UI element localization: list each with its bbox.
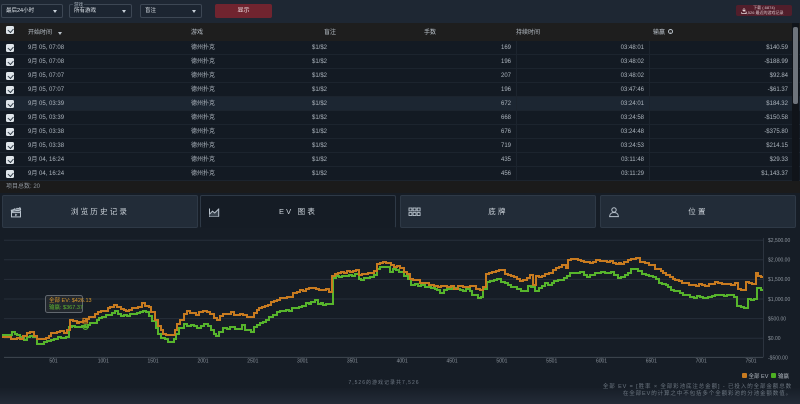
- svg-text:501: 501: [49, 359, 58, 365]
- svg-text:4501: 4501: [447, 359, 458, 365]
- svg-text:7501: 7501: [745, 359, 756, 365]
- svg-text:5501: 5501: [546, 359, 557, 365]
- svg-text:3001: 3001: [297, 359, 308, 365]
- svg-text:2001: 2001: [197, 359, 208, 365]
- svg-text:6001: 6001: [596, 359, 607, 365]
- svg-text:7001: 7001: [696, 359, 707, 365]
- svg-text:$2,500.00: $2,500.00: [768, 238, 790, 244]
- svg-text:$0.00: $0.00: [768, 336, 781, 342]
- svg-text:$1,500.00: $1,500.00: [768, 277, 790, 283]
- svg-text:$2,000.00: $2,000.00: [768, 258, 790, 264]
- svg-text:-$500.00: -$500.00: [768, 356, 788, 362]
- svg-text:6501: 6501: [646, 359, 657, 365]
- svg-text:$1,000.00: $1,000.00: [768, 297, 790, 303]
- svg-text:$500.00: $500.00: [768, 316, 786, 322]
- svg-text:1501: 1501: [148, 359, 159, 365]
- svg-text:4001: 4001: [397, 359, 408, 365]
- svg-text:1001: 1001: [98, 359, 109, 365]
- svg-text:3501: 3501: [347, 359, 358, 365]
- svg-text:2501: 2501: [247, 359, 258, 365]
- svg-text:5001: 5001: [496, 359, 507, 365]
